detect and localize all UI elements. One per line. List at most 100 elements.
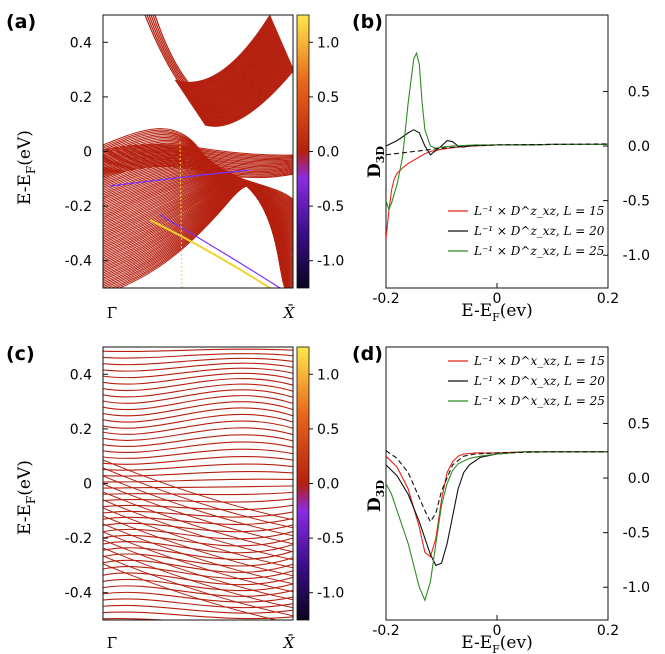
band-line [200, 60, 291, 120]
band-line [103, 372, 293, 385]
band-line [187, 37, 281, 101]
edge-state-line [149, 219, 271, 288]
band-line [103, 156, 293, 169]
y-tick-label: 0.5 [628, 84, 650, 100]
y-tick-label: 0 [83, 477, 92, 493]
band-line [103, 420, 293, 435]
band-line [103, 566, 293, 580]
panel-d-ylabel: D3D [365, 480, 387, 512]
band-line [103, 441, 293, 453]
panel-a-bands [102, 14, 294, 289]
series-line [386, 451, 608, 567]
band-line [103, 456, 293, 465]
panel-label-c: (c) [6, 343, 35, 365]
band-line [103, 547, 293, 609]
colorbar-tick-label: -0.5 [317, 531, 344, 547]
band-line [103, 367, 293, 379]
band-line [203, 68, 293, 126]
band-line [193, 48, 286, 110]
band-line [198, 58, 290, 118]
band-line [103, 407, 293, 423]
band-line [103, 467, 293, 529]
y-tick-label: -0.2 [65, 199, 92, 215]
x-tick-label: 0.2 [597, 291, 619, 307]
band-line [154, 15, 221, 111]
y-tick-label: 0 [83, 145, 92, 161]
band-line [103, 158, 293, 171]
band-line [196, 54, 288, 115]
band-line [103, 434, 293, 447]
band-line [103, 153, 293, 165]
band-line [201, 64, 292, 123]
band-line [103, 485, 293, 489]
band-line [103, 625, 294, 630]
band-line [200, 62, 292, 121]
panel-c-colorbar [296, 346, 310, 621]
band-line [200, 61, 291, 121]
y-tick-label: -1.0 [623, 580, 650, 596]
panel-b-axes: -0.2 0 0.2 0.5 0.0 -0.5 -1.0 [372, 84, 650, 307]
band-line [103, 145, 293, 157]
band-line [103, 161, 293, 174]
band-line [103, 152, 293, 164]
band-line [197, 56, 289, 117]
band-line [197, 55, 289, 116]
band-line [103, 160, 293, 172]
band-line [103, 483, 293, 545]
panel-c-y-axis: 0.4 0.2 0 -0.2 -0.4 [65, 367, 108, 602]
panel-a-xtick-x: X̄ [283, 304, 296, 322]
band-line [103, 598, 293, 609]
colorbar-tick-label: 0.5 [317, 90, 339, 106]
band-line [202, 64, 293, 123]
band-line [103, 563, 279, 620]
band-line [103, 353, 293, 359]
band-line [103, 348, 293, 353]
band-line [103, 534, 293, 547]
panel-d-xlabel: E-EF(ev) [461, 633, 532, 654]
band-line [195, 52, 287, 113]
band-line [103, 362, 293, 372]
colorbar-tick-label: 0.0 [317, 477, 339, 493]
edge-state-line [179, 141, 183, 288]
y-tick-label: -1.0 [623, 248, 650, 264]
edge-state-line [159, 214, 281, 288]
band-line [197, 56, 289, 116]
band-line [152, 15, 218, 111]
band-line [103, 157, 293, 170]
y-tick-label: 0.4 [70, 35, 92, 51]
band-line [181, 27, 276, 94]
band-line [190, 42, 283, 106]
band-line [103, 510, 293, 518]
x-tick-label: 0 [493, 623, 502, 639]
band-line [202, 65, 293, 124]
x-tick-label: -0.2 [372, 291, 399, 307]
colorbar-tick-label: 0.0 [317, 145, 339, 161]
legend-label: L⁻¹ × D^z_xz, L = 20 [473, 224, 605, 238]
band-line [175, 15, 271, 84]
panel-label-b: (b) [352, 11, 383, 33]
band-line [103, 143, 293, 156]
band-line [103, 162, 293, 175]
band-line [103, 401, 293, 417]
legend-label: L⁻¹ × D^z_xz, L = 25 [473, 244, 604, 258]
legend-label: L⁻¹ × D^x_xz, L = 15 [473, 354, 605, 368]
band-line [150, 15, 215, 111]
panel-b-ylabel: D3D [365, 146, 387, 178]
band-line [195, 52, 288, 114]
band-line [103, 618, 172, 620]
panel-b-plot [386, 51, 608, 239]
band-line [194, 51, 287, 113]
edge-state-line [109, 169, 251, 187]
band-line [203, 66, 293, 125]
band-line [103, 147, 293, 159]
legend-label: L⁻¹ × D^z_xz, L = 15 [473, 204, 604, 218]
band-line [103, 491, 293, 496]
panel-a-ylabel: E-EF(eV) [15, 130, 38, 205]
band-line [103, 499, 293, 561]
band-line [103, 585, 293, 597]
colorbar-tick-label: -1.0 [317, 586, 344, 602]
y-tick-label: 0.0 [628, 471, 650, 487]
band-line [103, 528, 293, 540]
band-line [103, 154, 293, 166]
band-line [190, 43, 283, 106]
